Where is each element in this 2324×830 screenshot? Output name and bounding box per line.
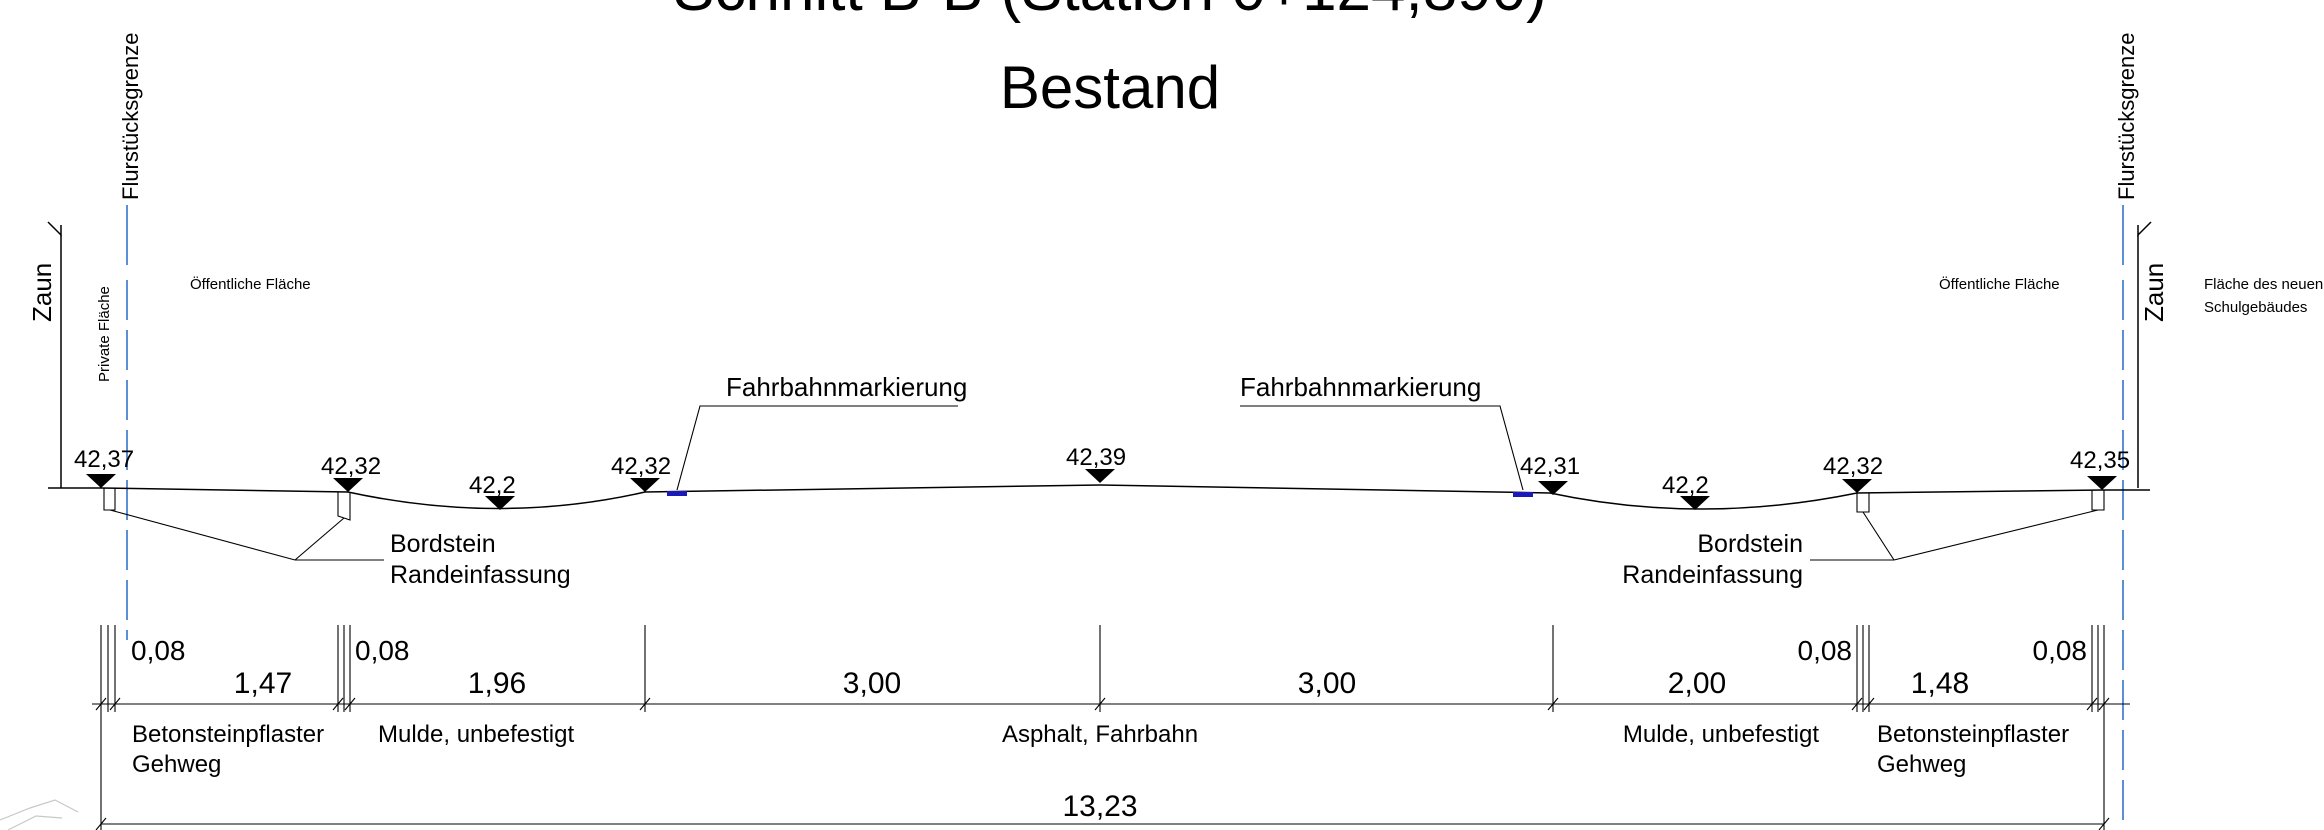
dim-swale-left: 1,96	[468, 667, 526, 700]
dim-lane-left: 3,00	[843, 667, 901, 700]
svg-text:42,37: 42,37	[74, 446, 134, 473]
dim-walk-left: 1,47	[234, 667, 292, 700]
dim-lane-right: 3,00	[1298, 667, 1356, 700]
curb-label-right-2: Randeinfassung	[1622, 561, 1803, 589]
curb-a	[103, 488, 116, 511]
curb-label-left-1: Bordstein	[390, 530, 496, 558]
public-area-label-right: Öffentliche Fläche	[1939, 275, 2060, 293]
marking-leader-left	[676, 405, 958, 491]
curb-leader-left	[109, 509, 384, 561]
curb-c	[1856, 493, 1870, 513]
road-marking-left	[667, 491, 687, 496]
curb-b	[337, 492, 351, 521]
elevation-marker-7: 42,2	[1662, 472, 1710, 510]
fence-label-left: Zaun	[27, 263, 57, 322]
road-marking-right	[1513, 492, 1533, 497]
elevation-marker-8: 42,32	[1823, 453, 1883, 493]
surface-walk-right-1: Betonsteinpflaster	[1877, 721, 2069, 748]
dim-curb-c: 0,08	[1798, 635, 1853, 666]
curb-leader-right	[1810, 509, 2099, 561]
marking-label-left: Fahrbahnmarkierung	[726, 372, 967, 402]
elevation-marker-5: 42,39	[1066, 444, 1126, 483]
elevation-marker-4: 42,32	[611, 453, 671, 492]
total-dimension	[95, 712, 2110, 830]
school-area-label-line2: Schulgebäudes	[2204, 299, 2307, 316]
elevation-marker-3: 42,2	[469, 472, 516, 510]
boundary-label-left: Flurstücksgrenze	[118, 32, 143, 200]
dimension-chain	[92, 625, 2130, 712]
dim-total: 13,23	[1062, 790, 1137, 823]
surface-swale-right: Mulde, unbefestigt	[1623, 721, 1819, 748]
svg-text:42,32: 42,32	[321, 453, 381, 480]
svg-text:42,32: 42,32	[1823, 453, 1883, 480]
surface-road: Asphalt, Fahrbahn	[1002, 721, 1198, 748]
svg-text:42,31: 42,31	[1520, 453, 1580, 480]
fence-label-right: Zaun	[2139, 263, 2169, 322]
ground-profile	[48, 484, 2150, 510]
marking-leader-right	[1240, 405, 1524, 491]
dim-curb-b: 0,08	[355, 635, 410, 666]
svg-text:42,35: 42,35	[2070, 447, 2130, 474]
marking-label-right: Fahrbahnmarkierung	[1240, 372, 1481, 402]
elevation-marker-1: 42,37	[74, 446, 134, 488]
dim-curb-d: 0,08	[2033, 635, 2088, 666]
fence-left	[47, 221, 62, 488]
surface-walk-right-2: Gehweg	[1877, 751, 1966, 778]
svg-text:42,2: 42,2	[469, 472, 516, 499]
private-area-label: Private Fläche	[96, 286, 113, 382]
section-subtitle: Bestand	[1000, 54, 1220, 121]
corner-sketch	[0, 799, 79, 830]
elevation-marker-6: 42,31	[1520, 453, 1580, 495]
surface-swale-left: Mulde, unbefestigt	[378, 721, 574, 748]
curb-label-left-2: Randeinfassung	[390, 561, 571, 589]
fence-right	[2137, 221, 2152, 488]
surface-walk-left-2: Gehweg	[132, 751, 221, 778]
public-area-label-left: Öffentliche Fläche	[190, 275, 311, 293]
elevation-marker-9: 42,35	[2070, 447, 2130, 490]
section-title: Schnitt B-B (Station 0+124,890)	[673, 0, 1547, 24]
dim-swale-right: 2,00	[1668, 667, 1726, 700]
svg-text:42,2: 42,2	[1662, 472, 1709, 499]
svg-text:42,32: 42,32	[611, 453, 671, 480]
curb-label-right-1: Bordstein	[1697, 530, 1803, 558]
surface-walk-left-1: Betonsteinpflaster	[132, 721, 324, 748]
dim-curb-a: 0,08	[131, 635, 186, 666]
elevation-marker-2: 42,32	[321, 453, 381, 492]
curb-d	[2091, 490, 2105, 511]
svg-text:42,39: 42,39	[1066, 444, 1126, 471]
dim-walk-right: 1,48	[1911, 667, 1969, 700]
school-area-label-line1: Fläche des neuen	[2204, 276, 2323, 293]
boundary-label-right: Flurstücksgrenze	[2114, 32, 2139, 200]
